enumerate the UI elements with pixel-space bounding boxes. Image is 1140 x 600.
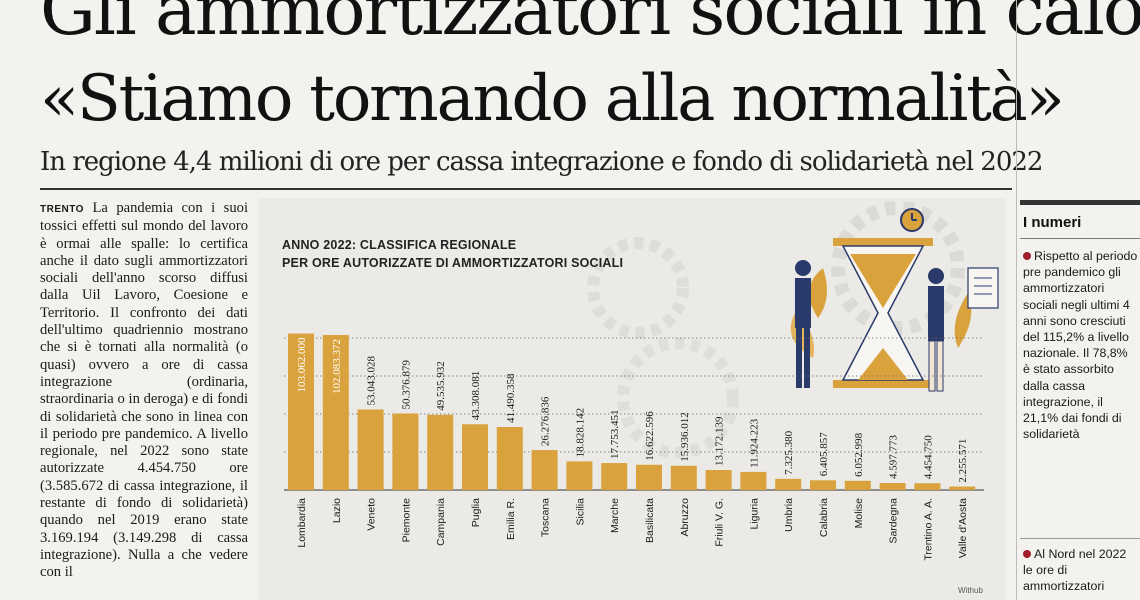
value-label-19: 2.255.571: [957, 439, 969, 483]
chart-title-line-1: ANNO 2022: CLASSIFICA REGIONALE: [282, 238, 517, 252]
bar-15: [810, 480, 836, 490]
category-label-9: Marche: [609, 498, 621, 533]
value-label-13: 11.924.223: [748, 418, 760, 468]
value-label-1: 102.083.372: [331, 339, 343, 394]
bar-chart: 103.062.000 102.083.372 53.043.028 50.376.8…: [258, 198, 1006, 600]
subheadline: In regione 4,4 milioni di ore per cassa …: [40, 147, 1043, 177]
sidebar-title-underline: [1020, 238, 1140, 239]
chart-title: ANNO 2022: CLASSIFICA REGIONALE PER ORE …: [282, 236, 623, 272]
value-label-10: 16.622.596: [644, 411, 656, 461]
bar-13: [740, 471, 767, 490]
chart-credit: Withub: [958, 586, 983, 595]
sidebar-separator: [1020, 538, 1140, 539]
value-label-16: 6.052.998: [853, 432, 865, 477]
category-label-16: Molise: [853, 498, 865, 529]
sidebar-item-1: Rispetto al periodo pre pandemico gli am…: [1023, 248, 1138, 442]
bar-16: [844, 480, 871, 490]
category-label-14: Umbria: [783, 498, 795, 532]
category-label-19: Valle d'Aosta: [957, 498, 969, 558]
chart-title-line-2: PER ORE AUTORIZZATE DI AMMORTIZZATORI SO…: [282, 256, 624, 270]
chart-category-labels: Lombardia Lazio Veneto Piemonte Campania Pugl…: [296, 498, 969, 561]
value-label-18: 4.454.750: [922, 435, 934, 480]
article-body: TRENTO La pandemia con i suoi tossici ef…: [40, 200, 248, 582]
value-label-9: 17.753.451: [609, 410, 621, 460]
headline-line-1: Gli ammortizzatori sociali in calo: [40, 0, 1140, 51]
chart-bars: [288, 333, 976, 490]
category-label-6: Emilia R.: [505, 498, 517, 540]
value-label-3: 50.376.879: [400, 360, 412, 410]
category-label-13: Liguria: [748, 498, 760, 530]
article-dateline: TRENTO: [40, 204, 84, 215]
value-label-4: 49.535.932: [435, 361, 447, 411]
category-label-17: Sardegna: [888, 498, 900, 544]
bar-17: [879, 483, 906, 490]
bar-6: [496, 427, 523, 490]
bar-1: [322, 335, 349, 490]
category-label-2: Veneto: [366, 498, 378, 531]
article-text: La pandemia con i suoi tossici effetti s…: [40, 200, 248, 581]
bar-4: [427, 414, 454, 490]
bar-14: [775, 478, 802, 490]
bar-7: [531, 450, 558, 490]
bullet-icon: [1023, 550, 1031, 558]
bar-12: [705, 470, 732, 490]
sidebar-title: I numeri: [1023, 214, 1082, 231]
bar-19: [949, 486, 976, 490]
bar-8: [566, 461, 593, 490]
headline-line-2: «Stiamo tornando alla normalità»: [40, 62, 1065, 136]
sidebar-divider: [1016, 0, 1017, 600]
value-label-12: 13.172.139: [714, 416, 726, 466]
bar-9: [601, 463, 628, 490]
category-label-7: Toscana: [540, 498, 552, 537]
value-label-5: 43.308.081: [470, 371, 482, 421]
bullet-icon: [1023, 252, 1031, 260]
sidebar-item-2: Al Nord nel 2022 le ore di ammortizzator…: [1023, 546, 1138, 595]
value-label-7: 26.276.836: [540, 396, 552, 446]
value-label-17: 4.597.773: [888, 435, 900, 480]
value-label-14: 7.325.380: [783, 430, 795, 475]
bar-10: [636, 464, 662, 490]
category-label-4: Campania: [435, 498, 447, 546]
header-divider: [40, 188, 1012, 190]
chart-value-labels: 103.062.000 102.083.372 53.043.028 50.376.8…: [296, 337, 969, 483]
value-label-15: 6.405.857: [818, 432, 830, 477]
category-label-3: Piemonte: [400, 498, 412, 543]
category-label-11: Abruzzo: [679, 498, 691, 537]
bar-3: [392, 413, 419, 490]
value-label-0: 103.062.000: [296, 337, 308, 393]
category-label-5: Puglia: [470, 498, 482, 527]
category-label-1: Lazio: [331, 498, 343, 523]
chart-canvas: 103.062.000 102.083.372 53.043.028 50.376.8…: [284, 201, 999, 561]
bar-0: [288, 333, 314, 490]
value-label-2: 53.043.028: [366, 355, 378, 405]
category-label-18: Trentino A. A.: [922, 498, 934, 561]
value-label-6: 41.490.358: [505, 373, 517, 423]
bar-18: [914, 483, 941, 490]
sidebar-top-bar: [1020, 200, 1140, 205]
sidebar-item-1-text: Rispetto al periodo pre pandemico gli am…: [1023, 249, 1138, 442]
category-label-10: Basilicata: [644, 498, 656, 543]
bar-11: [670, 465, 697, 490]
bar-2: [357, 409, 384, 490]
hourglass-illustration: [587, 201, 999, 459]
category-label-15: Calabria: [818, 498, 830, 537]
value-label-11: 15.936.012: [679, 412, 691, 462]
value-label-8: 18.828.142: [574, 408, 586, 458]
category-label-12: Friuli V. G.: [714, 498, 726, 547]
category-label-0: Lombardia: [296, 498, 308, 548]
sidebar-item-2-text: Al Nord nel 2022 le ore di ammortizzator…: [1023, 547, 1127, 594]
bar-5: [462, 424, 488, 490]
category-label-8: Sicilia: [574, 498, 586, 526]
